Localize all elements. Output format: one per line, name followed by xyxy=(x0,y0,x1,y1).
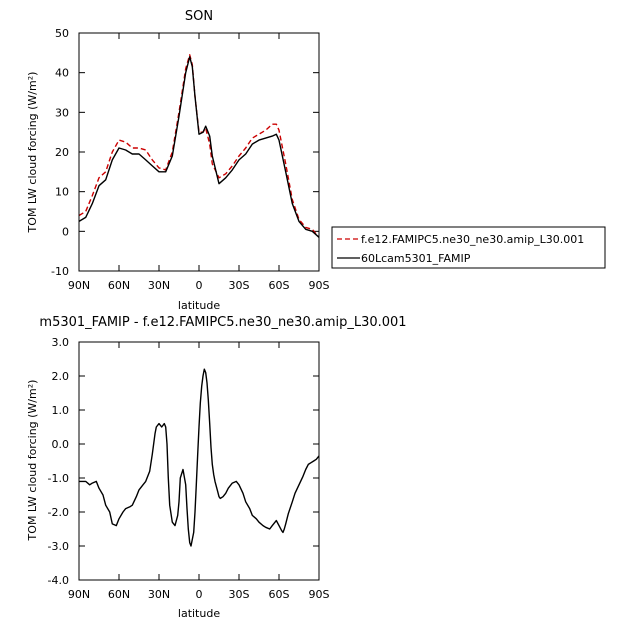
bottom-xtick-label: 60N xyxy=(108,588,130,601)
top-xtick-label: 0 xyxy=(196,279,203,292)
bottom-panel-title: m5301_FAMIP - f.e12.FAMIPC5.ne30_ne30.am… xyxy=(39,315,406,330)
bottom-ytick-label: -2.0 xyxy=(48,506,69,519)
top-ytick-label: 10 xyxy=(55,186,69,199)
top-ytick-label: 30 xyxy=(55,106,69,119)
top-ytick-label: 40 xyxy=(55,67,69,80)
bottom-panel: m5301_FAMIP - f.e12.FAMIPC5.ne30_ne30.am… xyxy=(26,315,407,620)
top-panel: SON TOM LW cloud forcing (W/m²) latitude… xyxy=(26,9,330,312)
bottom-ytick-label: 3.0 xyxy=(52,336,70,349)
bottom-ytick-label: -4.0 xyxy=(48,574,69,587)
bottom-ytick-label: -3.0 xyxy=(48,540,69,553)
bottom-xtick-label: 0 xyxy=(196,588,203,601)
top-xtick-label: 30S xyxy=(229,279,250,292)
bottom-panel-frame xyxy=(78,341,320,581)
bottom-ytick-label: 0.0 xyxy=(52,438,70,451)
top-panel-ylabel: TOM LW cloud forcing (W/m²) xyxy=(26,72,39,234)
top-panel-frame xyxy=(78,32,320,272)
bottom-ytick-label: -1.0 xyxy=(48,472,69,485)
top-xtick-label: 60S xyxy=(269,279,290,292)
top-ytick-label: -10 xyxy=(51,265,69,278)
bottom-xtick-label: 60S xyxy=(269,588,290,601)
bottom-xtick-label: 90N xyxy=(68,588,90,601)
bottom-series-line-1 xyxy=(79,368,320,547)
top-series-line-2 xyxy=(78,56,320,238)
legend-label-2: 60Lcam5301_FAMIP xyxy=(361,252,471,265)
top-panel-xlabel: latitude xyxy=(178,299,220,312)
legend: f.e12.FAMIPC5.ne30_ne30.amip_L30.001 60L… xyxy=(331,226,606,269)
bottom-xtick-label: 90S xyxy=(309,588,330,601)
legend-box xyxy=(331,226,606,269)
legend-label-1: f.e12.FAMIPC5.ne30_ne30.amip_L30.001 xyxy=(361,233,584,246)
top-xtick-label: 90N xyxy=(68,279,90,292)
top-ytick-label: 20 xyxy=(55,146,69,159)
top-xtick-label: 60N xyxy=(108,279,130,292)
top-series-line-1 xyxy=(78,54,320,238)
top-xtick-label: 30N xyxy=(148,279,170,292)
bottom-xtick-label: 30S xyxy=(229,588,250,601)
top-panel-title: SON xyxy=(185,9,213,24)
bottom-panel-xlabel: latitude xyxy=(178,607,220,620)
bottom-panel-ylabel: TOM LW cloud forcing (W/m²) xyxy=(26,380,39,542)
top-ytick-label: 50 xyxy=(55,27,69,40)
top-ytick-label: 0 xyxy=(62,225,69,238)
bottom-ytick-label: 1.0 xyxy=(52,404,70,417)
bottom-ytick-label: 2.0 xyxy=(52,370,70,383)
bottom-xtick-label: 30N xyxy=(148,588,170,601)
top-xtick-label: 90S xyxy=(309,279,330,292)
